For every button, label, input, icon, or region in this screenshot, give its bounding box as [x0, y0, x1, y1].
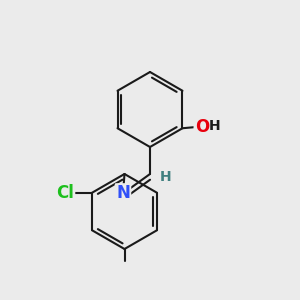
Text: H: H [160, 170, 171, 184]
Text: N: N [116, 184, 130, 202]
Text: H: H [209, 119, 221, 133]
Text: O: O [195, 118, 209, 136]
Text: Cl: Cl [56, 184, 74, 202]
